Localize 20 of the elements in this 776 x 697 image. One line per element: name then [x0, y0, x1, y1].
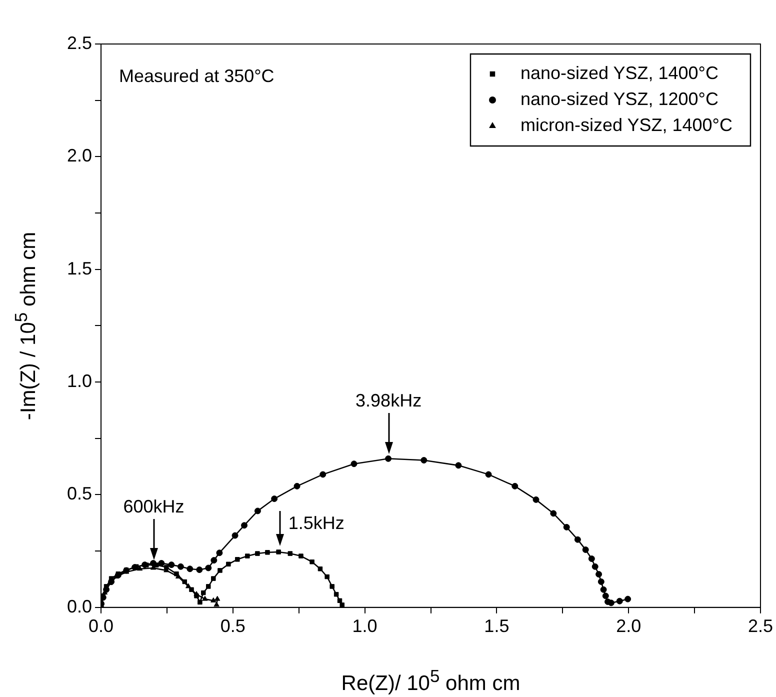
y-tick-label: 2.5: [66, 32, 92, 53]
x-tick-label: 2.5: [748, 616, 774, 636]
legend-label: micron-sized YSZ, 1400°C: [520, 114, 732, 135]
annotation: Measured at 350°C: [119, 66, 274, 86]
legend-label: nano-sized YSZ, 1200°C: [520, 88, 718, 109]
y-tick-label: 1.0: [66, 371, 92, 392]
annotation: 3.98kHz: [356, 390, 422, 411]
annotation: 1.5kHz: [288, 513, 344, 534]
x-tick-label: 1.5: [484, 616, 510, 636]
y-tick-label: 1.5: [66, 258, 92, 278]
x-tick-label: 0.5: [220, 616, 246, 636]
x-axis-title: Re(Z)/ 10$^{5}$ ohm cm: [341, 666, 520, 696]
y-tick-label: 2.0: [66, 146, 92, 166]
x-tick-label: 2.0: [616, 616, 642, 636]
x-tick-label: 0.0: [88, 616, 114, 636]
y-tick-label: 0.0: [66, 596, 92, 616]
x-tick-label: 1.0: [352, 616, 378, 636]
annotation: 600kHz: [123, 496, 184, 517]
legend-label: nano-sized YSZ, 1400°C: [520, 62, 718, 83]
y-tick-label: 0.5: [66, 484, 92, 504]
